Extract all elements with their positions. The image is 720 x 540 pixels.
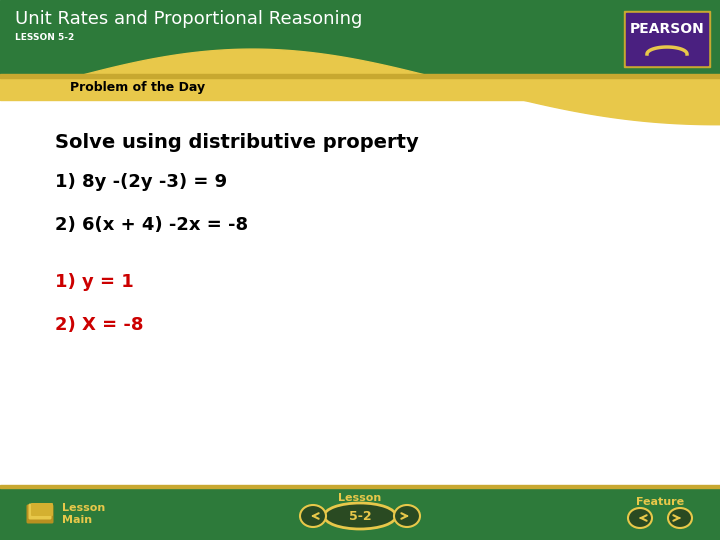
FancyBboxPatch shape [31,503,53,516]
Text: Lesson: Lesson [62,503,105,513]
Text: 2) X = -8: 2) X = -8 [55,316,143,334]
Bar [0,75,720,100]
Text: 2) 6(x + 4) -2x = -8: 2) 6(x + 4) -2x = -8 [55,216,248,234]
Text: Lesson: Lesson [338,493,382,503]
Bar [626,13,708,65]
Bar [0,0,720,75]
Text: PEARSON: PEARSON [629,22,704,36]
Ellipse shape [300,505,326,527]
Text: 1) y = 1: 1) y = 1 [55,273,134,291]
Text: Feature: Feature [636,497,684,507]
Text: Solve using distributive property: Solve using distributive property [55,132,419,152]
Bar [624,11,710,67]
Ellipse shape [628,508,652,528]
Text: 1) 8y -(2y -3) = 9: 1) 8y -(2y -3) = 9 [55,173,227,191]
Ellipse shape [394,505,420,527]
Text: LESSON 5-2: LESSON 5-2 [15,32,74,42]
Bar [0,74,720,78]
Bar [0,485,720,488]
Bar [0,488,720,540]
Polygon shape [0,49,720,125]
Text: Course 2: Course 2 [618,84,715,103]
Ellipse shape [324,503,396,529]
Ellipse shape [668,508,692,528]
Text: Main: Main [62,515,92,525]
Text: 5-2: 5-2 [348,510,372,523]
FancyBboxPatch shape [29,503,52,519]
Text: Unit Rates and Proportional Reasoning: Unit Rates and Proportional Reasoning [15,10,362,28]
FancyBboxPatch shape [27,504,53,523]
Text: Problem of the Day: Problem of the Day [70,80,205,93]
